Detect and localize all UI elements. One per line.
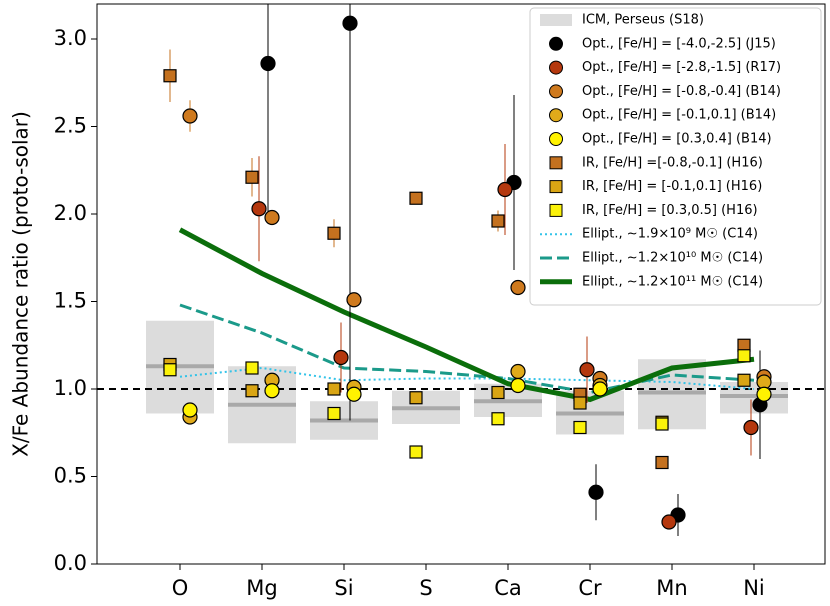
x-tick-label: Si [334,576,353,600]
marker [245,170,259,184]
legend-label: Opt., [Fe/H] = [-4.0,-2.5] (J15) [582,36,776,51]
legend-box [529,7,822,306]
marker [163,69,177,83]
legend-marker [549,108,563,123]
marker [245,361,259,375]
marker [737,349,751,363]
marker [510,377,526,394]
marker [661,514,677,530]
x-tick-label: Cr [578,576,602,600]
legend-marker [549,36,563,51]
y-tick-label: 0.0 [54,551,87,575]
marker [346,292,362,308]
x-tick-label: S [419,576,432,600]
legend-label: Opt., [Fe/H] = [-0.1,0.1] (B14) [582,108,776,123]
x-tick-label: O [172,576,189,600]
marker [573,396,587,410]
legend-label: Ellipt., ∼1.9×10⁹ M☉ (C14) [582,227,758,242]
frame [96,3,826,565]
model-line [179,366,755,390]
marker [743,419,759,436]
marker [588,484,604,500]
legend-label: IR, [Fe/H] = [0.3,0.5] (H16) [582,203,758,218]
legend-marker [549,156,563,170]
marker [737,373,751,387]
marker [327,226,341,240]
marker [655,455,669,470]
legend-label: Ellipt., ∼1.2×10¹⁰ M☉ (C14) [582,251,763,266]
model-line [178,227,755,403]
legend-label: ICM, Perseus (S18) [582,13,704,28]
marker [756,386,772,402]
model-line [179,303,755,395]
legend-label: Opt., [Fe/H] = [-2.8,-1.5] (R17) [582,60,781,75]
marker [182,402,198,418]
legend-marker [549,132,563,146]
legend: ICM, Perseus (S18) Opt., [Fe/H] = [-4.0,-… [529,7,822,306]
marker [409,391,423,405]
marker [510,363,526,380]
marker [264,209,280,226]
x-tick-label: Mn [656,576,687,600]
plot-area [97,4,825,536]
marker [409,191,423,205]
y-tick-label: 1.5 [54,289,87,313]
marker [491,412,505,426]
legend-marker [549,203,563,217]
y-tick-label: 0.5 [54,464,87,488]
legend-label: Opt., [Fe/H] = [0.3,0.4] (B14) [582,132,772,147]
legend-marker [540,14,572,26]
marker [491,214,505,228]
marker [573,420,587,435]
legend-marker [549,60,563,75]
marker [327,382,341,396]
marker [327,406,341,421]
legend-label: Ellipt., ∼1.2×10¹¹ M☉ (C14) [582,274,763,289]
marker [510,279,526,296]
marker [163,363,177,377]
marker [409,445,423,459]
y-tick-label: 1.0 [54,376,87,400]
marker [342,15,358,31]
marker [245,384,259,398]
y-axis-label: X/Fe Abundance ratio (proto-solar) [9,111,33,457]
legend-label: IR, [Fe/H] =[-0.8,-0.1] (H16) [582,155,763,170]
legend-label: Opt., [Fe/H] = [-0.8,-0.4] (B14) [582,84,781,99]
y-tick-label: 3.0 [54,26,87,50]
marker [182,108,198,124]
marker [260,55,276,72]
marker [251,201,267,217]
marker [655,417,669,431]
legend-marker [549,180,563,194]
marker [333,349,349,366]
marker [592,381,608,397]
x-tick-label: Mg [246,576,277,600]
x-tick-label: Ca [494,576,522,600]
legend-marker [549,84,563,99]
marker [579,362,595,378]
y-tick-label: 2.5 [54,114,87,138]
marker [264,383,280,399]
marker [497,181,513,198]
marker [491,385,505,400]
y-tick-label: 2.0 [54,201,87,225]
x-tick-label: Ni [743,576,765,600]
marker [346,386,362,402]
legend-label: IR, [Fe/H] = [-0.1,0.1] (H16) [582,179,762,194]
